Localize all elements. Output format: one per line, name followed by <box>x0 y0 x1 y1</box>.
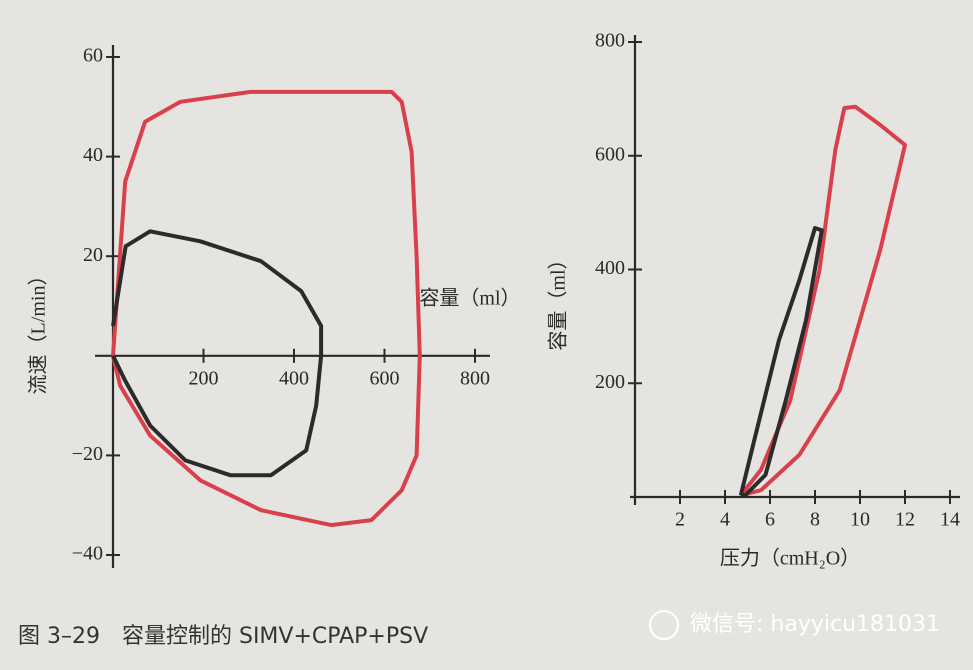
x-tick-label: 600 <box>370 367 400 389</box>
x-axis-label: 容量（ml） <box>419 287 520 310</box>
y-tick-label: 800 <box>595 30 625 52</box>
x-tick-label: 400 <box>279 367 309 389</box>
loop-line <box>738 226 824 498</box>
x-tick-label: 8 <box>810 509 820 531</box>
x-axis-label: 压力（cmH₂O） <box>720 547 860 570</box>
y-tick-label: 600 <box>595 143 625 165</box>
loop-line <box>111 229 324 478</box>
x-tick-label: 200 <box>189 367 219 389</box>
y-axis-label: 流速（L/min） <box>27 266 50 395</box>
x-tick-label: 6 <box>765 509 775 531</box>
watermark-icon <box>649 610 679 640</box>
y-tick-label: −40 <box>72 543 103 565</box>
caption: 图 3–29 容量控制的 SIMV+CPAP+PSV <box>18 624 428 649</box>
x-tick-label: 10 <box>850 509 870 531</box>
loop-line <box>111 89 422 528</box>
x-tick-label: 4 <box>720 509 730 531</box>
x-tick-label: 12 <box>895 509 915 531</box>
watermark: 微信号: hayyicu181031 <box>690 612 940 637</box>
y-tick-label: 400 <box>595 257 625 279</box>
y-tick-label: −20 <box>72 443 103 465</box>
x-tick-label: 14 <box>940 509 960 531</box>
y-tick-label: 60 <box>83 45 103 67</box>
y-tick-label: 200 <box>595 371 625 393</box>
x-tick-label: 2 <box>675 509 685 531</box>
y-axis-label: 容量（ml） <box>547 249 570 350</box>
loop-line <box>739 104 907 498</box>
y-tick-label: 40 <box>83 144 103 166</box>
x-tick-label: 800 <box>460 367 490 389</box>
y-tick-label: 20 <box>83 244 103 266</box>
